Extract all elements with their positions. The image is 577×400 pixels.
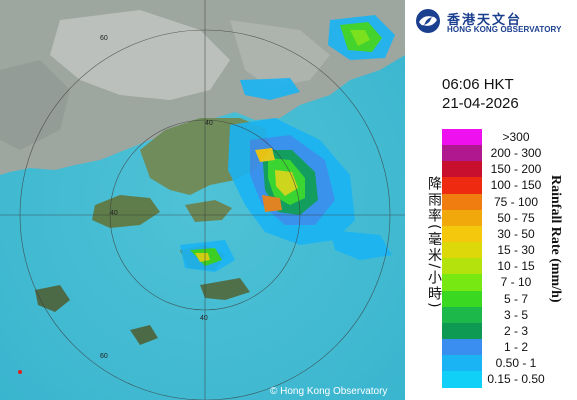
legend-swatch [442,258,482,275]
legend-swatch [442,193,482,210]
legend-label: 7 - 10 [500,275,532,290]
range-rings [0,0,405,400]
land-cloud-texture-3 [0,60,70,150]
legend-label: >300 [502,130,530,144]
legend-swatch [442,209,482,226]
legend-swatch [442,161,482,178]
legend-swatch [442,177,482,194]
copyright-text: © Hong Kong Observatory [270,386,387,397]
lantau-island [92,195,160,228]
legend-label: 1 - 2 [503,340,528,355]
legend-label: 200 - 300 [490,146,542,161]
radar-map: 60 40 40 40 60 © Hong Kong Observatory [0,0,405,400]
ring-label: 40 [205,120,213,127]
legend-panel: 香港天文台 HONG KONG OBSERVATORY 06:06 HKT 21… [405,0,577,400]
legend-label: 50 - 75 [497,210,535,225]
ring-label: 40 [110,210,118,217]
legend-swatch [442,306,482,323]
logo-name-en: HONG KONG OBSERVATORY [447,25,562,34]
legend-swatches [442,129,482,388]
rain-echoes [180,15,395,272]
radar-marker [18,370,22,374]
legend-label: 3 - 5 [503,307,528,322]
hk-island [185,200,232,222]
legend-swatch [442,242,482,259]
ring-label: 40 [200,315,208,322]
range-ring-labels: 60 40 40 40 60 [100,35,213,360]
legend-swatch [442,355,482,372]
hko-logo: 香港天文台 HONG KONG OBSERVATORY [415,6,575,36]
timestamp-date: 21-04-2026 [442,95,519,112]
land-cloud-texture [50,10,230,100]
hko-emblem-icon [416,9,440,33]
timestamp-time: 06:06 HKT [442,76,514,93]
legend-swatch [442,145,482,162]
legend-swatch [442,225,482,243]
legend-label: 0.50 - 1 [495,356,537,371]
legend-label: 30 - 50 [497,226,535,241]
legend-swatch [442,339,482,356]
legend-swatch [442,371,482,388]
legend-title-zh: 降雨率(毫米/小時) [426,176,442,310]
legend-swatch [442,322,482,340]
legend-labels: >300 200 - 300 150 - 200 100 - 150 75 - 100 5… [483,129,549,388]
legend-label: 10 - 15 [497,259,535,274]
legend-label: 75 - 100 [493,194,539,209]
legend-swatch [442,290,482,307]
southern-islands [130,325,158,345]
legend-label: 0.15 - 0.50 [487,372,545,387]
ring-label: 60 [100,35,108,42]
legend-label: 2 - 3 [503,323,528,338]
legend-label: 15 - 30 [497,243,535,258]
legend-swatch [442,129,482,146]
logo-name-zh: 香港天文台 [447,13,523,28]
legend-title-en: Rainfall Rate (mm/h) [548,175,563,303]
legend-label: 100 - 150 [490,178,542,193]
outer-islands [200,278,250,300]
ring-label: 60 [100,353,108,360]
legend-label: 150 - 200 [490,162,542,177]
legend-label: 5 - 7 [503,291,528,306]
legend-swatch [442,274,482,291]
